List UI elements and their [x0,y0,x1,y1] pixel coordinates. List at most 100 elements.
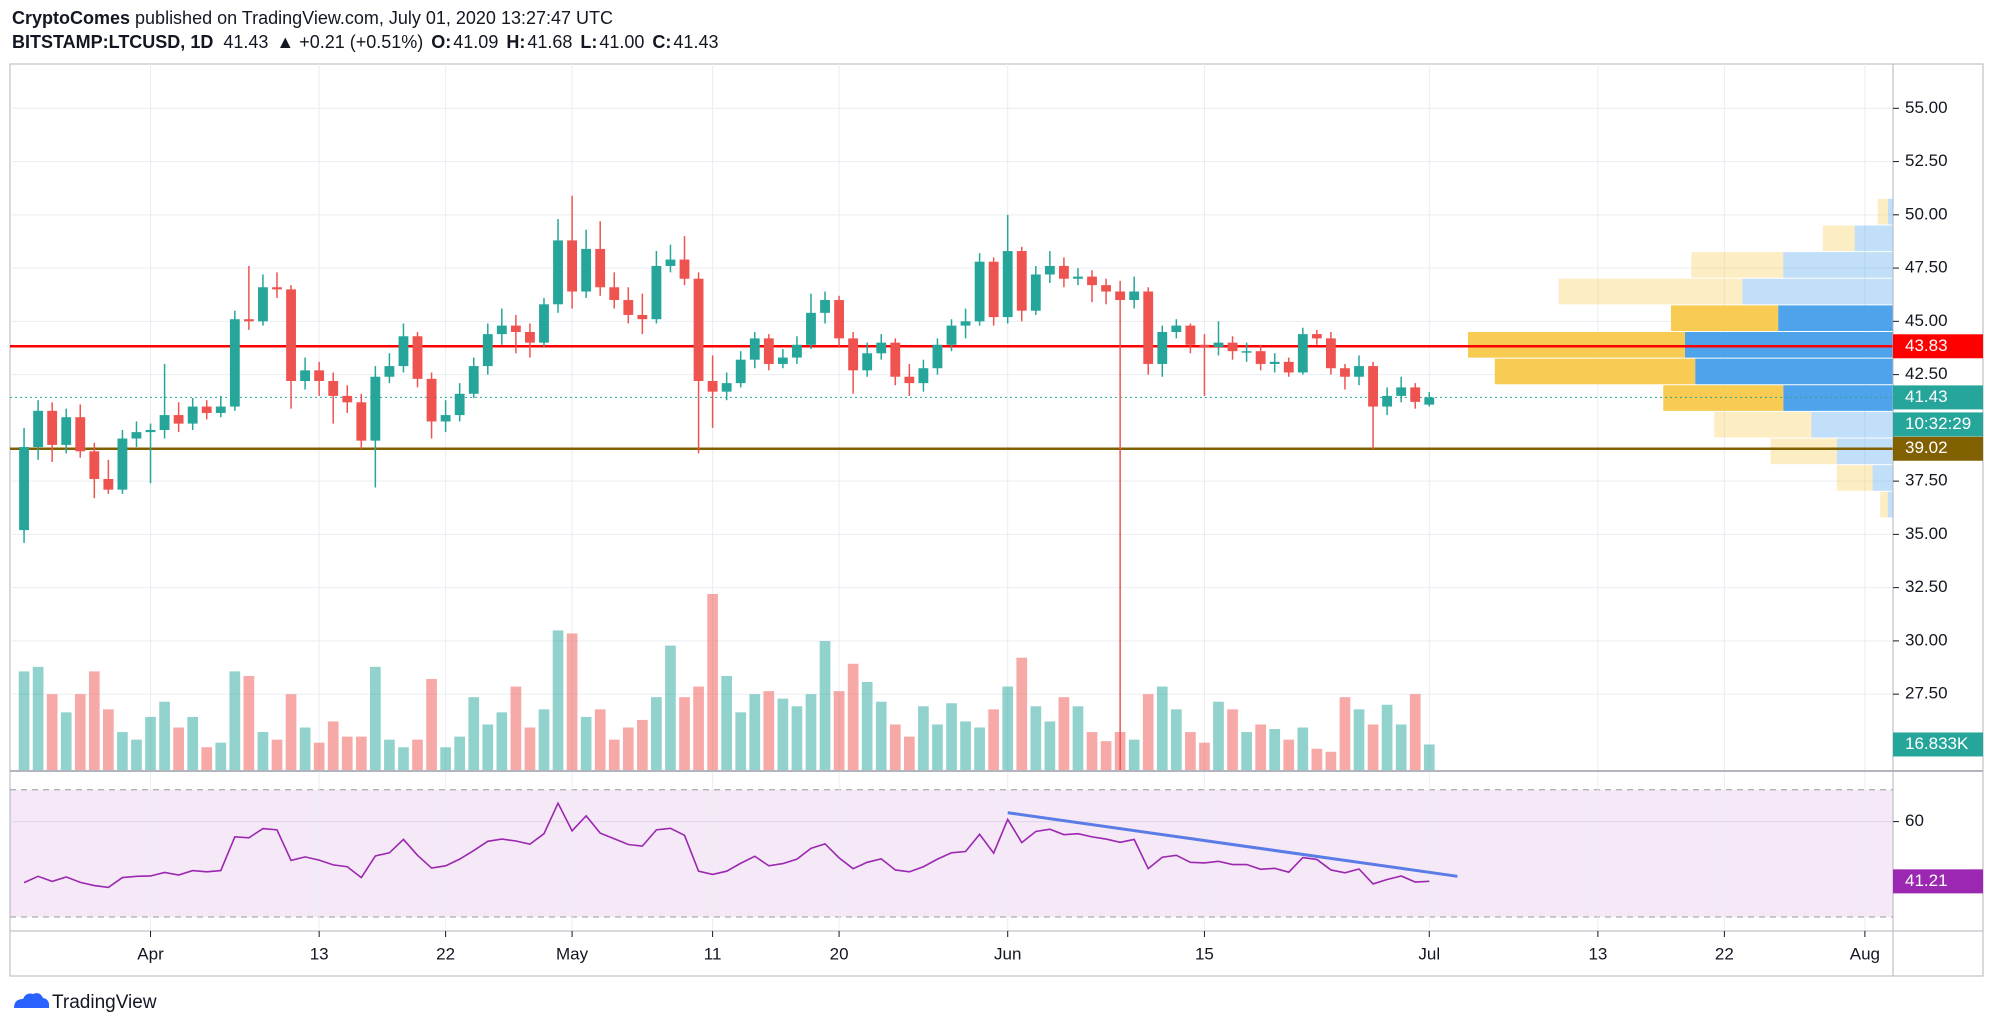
candle-body [960,321,971,326]
volume-bar [32,666,44,770]
candle-body [1396,387,1407,396]
volume-bar [229,671,241,770]
volume-bar [384,739,395,770]
x-tick-label: Jul [1418,944,1440,963]
volume-bar [707,594,718,770]
profile-up-volume [1854,225,1893,252]
candle-body [356,402,367,441]
volume-bar [819,641,831,770]
candle-body [1199,344,1210,347]
candle-body [1368,366,1378,407]
candle-body [61,417,72,445]
price-change: ▲ +0.21 (+0.51%) [276,32,423,52]
candle-body [651,265,662,320]
candle-body [693,278,704,381]
candle-body [33,410,44,448]
volume-bar [580,716,592,770]
volume-bar [355,736,367,770]
candle-body [932,344,943,369]
volume-bar [285,694,297,770]
volume-bar [1367,724,1379,770]
volume-bar [974,727,985,770]
candle-body [412,336,423,379]
volume-bar [215,742,227,770]
y-tick-label: 30.00 [1905,630,1948,649]
volume-bar [932,724,943,770]
volume-bar [1199,742,1210,770]
profile-down-volume [1770,438,1837,465]
profile-up-volume [1811,411,1893,438]
candle-body [525,331,535,343]
candle-body [1044,265,1055,275]
profile-down-volume [1663,385,1784,411]
candle-body [1129,291,1140,301]
profile-down-volume [1691,252,1784,278]
candle-body [735,359,746,384]
candle-body [398,336,409,367]
volume-bar [271,739,283,770]
volume-bar [566,633,578,770]
symbol: BITSTAMP:LTCUSD, 1D [12,32,213,52]
volume-bar [988,709,999,770]
volume-bar [960,721,971,770]
profile-down-volume [1558,278,1743,305]
rsi-value-label-box [1893,869,1983,894]
x-tick-label: 13 [1588,944,1607,963]
volume-bar [1227,709,1238,770]
candle-body [103,478,114,490]
candle-body [1002,251,1013,318]
candle-body [1213,342,1224,347]
candle-body [1340,368,1350,377]
volume-bar [763,691,775,770]
volume-bar [918,706,929,770]
volume-bar [1241,732,1252,770]
volume-bar [1423,744,1435,770]
volume-label: 16.833K [1905,734,1969,753]
candle-body [1255,351,1266,364]
ohlc-value: 41.00 [599,32,644,52]
y-tick-label: 47.50 [1905,258,1948,277]
profile-up-volume [1887,198,1893,225]
published-info: published on TradingView.com, July 01, 2… [135,8,613,28]
volume-bar [1002,686,1014,770]
volume-bar [468,697,480,770]
logo-icon [14,993,50,1008]
candle-body [1269,361,1280,364]
volume-bar [1395,724,1407,770]
volume-bar [679,697,690,770]
volume-label-box [1893,732,1983,757]
volume-bar [159,701,170,770]
volume-bar [847,663,859,770]
last-price-label-box [1893,385,1983,410]
volume-bar [1255,724,1266,770]
profile-up-volume [1836,438,1893,465]
candle-body [792,344,802,358]
candle-body [117,438,128,490]
volume-bar [426,678,437,770]
candle-body [1058,265,1069,279]
volume-bar [1409,694,1421,770]
last-price-label: 41.43 [1905,387,1948,406]
x-tick-label: 11 [704,944,722,963]
candle-body [1410,387,1421,402]
volume-bar [18,671,30,770]
candle-body [159,415,170,430]
candle-body [131,432,142,439]
profile-up-volume [1684,331,1893,358]
candle-body [1073,276,1083,279]
candle-body [496,325,507,335]
volume-bar [1072,706,1084,770]
countdown-label-box [1893,412,1983,437]
x-tick-label: 22 [436,944,455,963]
volume-bar [313,742,325,770]
volume-bar [482,724,494,770]
volume-bar [875,701,887,770]
volume-bar [735,712,747,770]
candle-body [47,410,58,445]
candle-body [834,300,845,339]
candle-body [342,395,353,403]
volume-bar [1353,709,1365,770]
candle-body [300,370,311,381]
background-layer [10,64,1893,931]
